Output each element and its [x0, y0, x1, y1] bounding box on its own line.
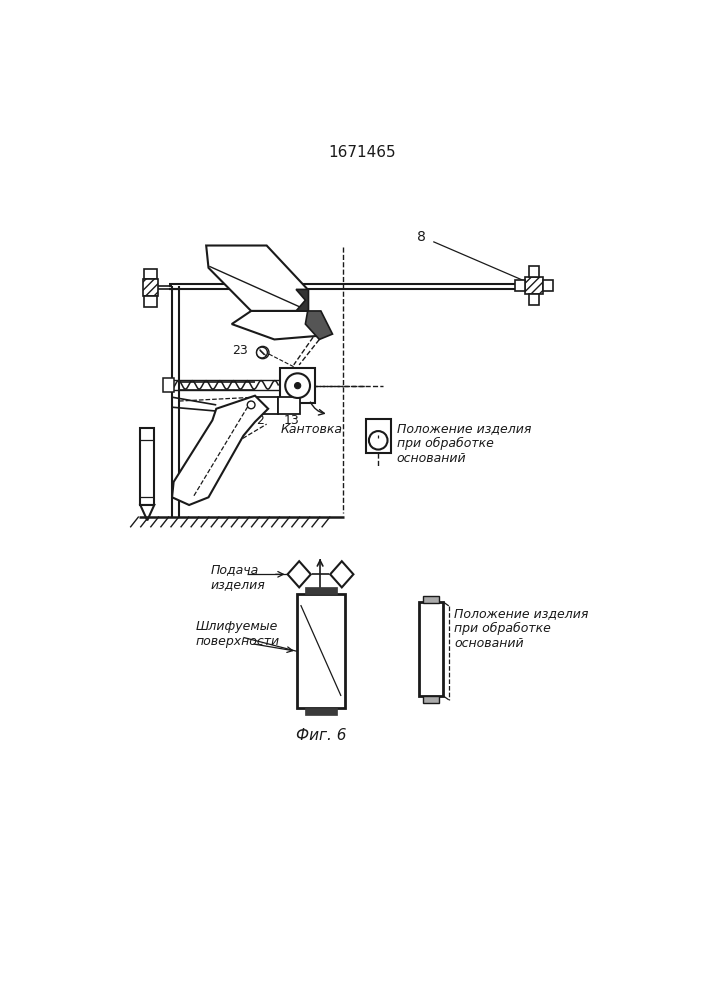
Bar	[423, 596, 438, 603]
Bar	[280, 368, 315, 403]
Polygon shape	[140, 505, 154, 520]
Polygon shape	[232, 311, 321, 339]
Polygon shape	[330, 561, 354, 587]
Bar	[255, 397, 279, 414]
Text: Положение изделия
при обработке
оснований: Положение изделия при обработке основани…	[397, 422, 531, 465]
Text: 8: 8	[417, 230, 426, 244]
Text: Положение изделия
при обработке
оснований: Положение изделия при обработке основани…	[454, 607, 588, 650]
Circle shape	[257, 346, 269, 359]
Bar	[143, 279, 158, 296]
Circle shape	[285, 373, 310, 398]
Text: 2: 2	[257, 414, 264, 427]
Text: Фиг. 6: Фиг. 6	[296, 728, 346, 743]
Polygon shape	[296, 289, 308, 311]
Bar	[305, 587, 337, 594]
Bar	[515, 280, 525, 291]
Polygon shape	[172, 396, 268, 505]
Circle shape	[369, 431, 387, 450]
Bar	[144, 269, 156, 279]
Bar	[542, 280, 554, 291]
Text: 1671465: 1671465	[328, 145, 396, 160]
Circle shape	[247, 401, 255, 409]
Bar	[525, 277, 542, 294]
Bar	[140, 428, 154, 505]
Bar	[297, 594, 345, 708]
Bar	[305, 708, 337, 715]
Circle shape	[295, 383, 300, 389]
Bar	[529, 294, 539, 305]
Text: Шлифуемые
поверхности: Шлифуемые поверхности	[195, 620, 279, 648]
Bar	[423, 696, 438, 703]
Bar	[163, 378, 174, 392]
Bar	[144, 296, 156, 307]
Polygon shape	[305, 311, 332, 339]
Polygon shape	[206, 246, 308, 311]
Bar	[366, 419, 391, 453]
Bar	[529, 266, 539, 277]
Text: Кантовка: Кантовка	[281, 423, 343, 436]
Bar	[419, 602, 443, 696]
Circle shape	[257, 347, 267, 358]
Text: 23: 23	[232, 344, 247, 358]
Text: 13: 13	[284, 414, 300, 427]
Polygon shape	[288, 561, 311, 587]
Text: Подача
изделия: Подача изделия	[211, 564, 266, 592]
Bar	[279, 397, 300, 414]
